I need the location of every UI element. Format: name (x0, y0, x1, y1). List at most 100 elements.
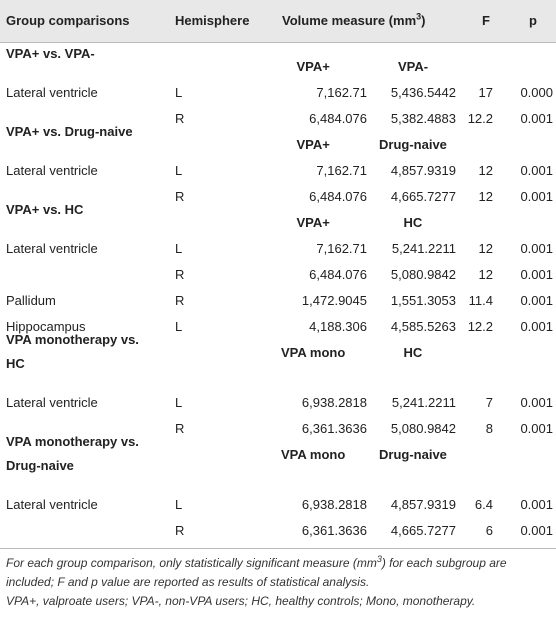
superscript: 3 (376, 554, 382, 564)
f-value: 8 (485, 421, 493, 436)
header-hemisphere: Hemisphere (175, 13, 250, 28)
volume-a: 6,484.076 (309, 111, 367, 126)
hemisphere: L (175, 85, 183, 100)
p-value: 0.001 (520, 497, 553, 512)
column-b-label: VPA- (398, 59, 429, 74)
text: Volume measure (mm (282, 13, 417, 28)
f-value: 12 (478, 163, 493, 178)
column-a-label: VPA+ (296, 59, 330, 74)
volume-b: 5,241.2211 (391, 241, 456, 256)
section-title: VPA monotherapy vs. (6, 332, 139, 347)
abbreviations: VPA+, valproate users; VPA-, non-VPA use… (6, 594, 476, 608)
volume-a: 6,361.3636 (301, 523, 367, 538)
rule (0, 42, 556, 43)
column-b-label: Drug-naive (379, 137, 447, 152)
section-title: HC (6, 356, 25, 371)
p-value: 0.001 (520, 319, 553, 334)
text: ) for each subgroup are included; F and … (6, 556, 507, 589)
region: Lateral ventricle (6, 395, 98, 410)
section-title: VPA+ vs. VPA- (6, 46, 95, 61)
volume-b: 4,665.7277 (390, 189, 456, 204)
volume-b: 4,585.5263 (390, 319, 456, 334)
f-value: 12.2 (467, 111, 493, 126)
superscript: 3 (416, 11, 422, 22)
section-title: VPA monotherapy vs. (6, 434, 139, 449)
header-group: Group comparisons (6, 13, 130, 28)
f-value: 12 (478, 189, 493, 204)
f-value: 6 (485, 523, 493, 538)
hemisphere: L (175, 319, 183, 334)
column-a-label: VPA mono (281, 447, 346, 462)
p-value: 0.001 (520, 395, 553, 410)
volume-b: 4,665.7277 (390, 523, 456, 538)
volume-b: 5,436.5442 (390, 85, 456, 100)
column-b-label: HC (403, 345, 423, 360)
p-value: 0.001 (520, 421, 553, 436)
volume-b: 5,241.2211 (391, 395, 456, 410)
volume-a: 6,938.2818 (301, 395, 367, 410)
rule (0, 548, 556, 549)
text: ) (421, 13, 426, 28)
region: Pallidum (6, 293, 56, 308)
f-value: 12 (478, 267, 493, 282)
section-title: Drug-naive (6, 458, 74, 473)
volume-b: 4,857.9319 (390, 497, 456, 512)
hemisphere: L (175, 163, 183, 178)
f-value: 12.2 (467, 319, 493, 334)
header-volume: Volume measure (mm3) (282, 8, 426, 34)
column-b-label: HC (403, 215, 423, 230)
f-value: 6.4 (474, 497, 493, 512)
column-a-label: VPA+ (296, 215, 330, 230)
volume-b: 5,080.9842 (390, 421, 456, 436)
region: Lateral ventricle (6, 497, 98, 512)
hemisphere: R (175, 523, 185, 538)
p-value: 0.001 (520, 523, 553, 538)
hemisphere: R (175, 111, 185, 126)
volume-a: 1,472.9045 (301, 293, 367, 308)
section-title: VPA+ vs. HC (6, 202, 84, 217)
p-value: 0.000 (520, 85, 553, 100)
volume-b: 1,551.3053 (390, 293, 456, 308)
p-value: 0.001 (520, 293, 553, 308)
f-value: 7 (485, 395, 493, 410)
section-title: VPA+ vs. Drug-naive (6, 124, 133, 139)
volume-a: 7,162.71 (316, 241, 367, 256)
volume-b: 5,382.4883 (390, 111, 456, 126)
hemisphere: L (175, 497, 183, 512)
header-band (0, 0, 556, 42)
volume-a: 6,484.076 (309, 189, 367, 204)
hemisphere: R (175, 421, 185, 436)
volume-a: 7,162.71 (316, 163, 367, 178)
hemisphere: R (175, 189, 185, 204)
column-b-label: Drug-naive (379, 447, 447, 462)
volume-a: 6,484.076 (309, 267, 367, 282)
header-f: F (482, 13, 490, 28)
f-value: 12 (478, 241, 493, 256)
volume-a: 6,938.2818 (301, 497, 367, 512)
p-value: 0.001 (520, 111, 553, 126)
hemisphere: L (175, 395, 183, 410)
hemisphere: R (175, 267, 185, 282)
f-value: 11.4 (468, 293, 493, 308)
header-p: p (529, 13, 537, 28)
volume-a: 4,188.306 (309, 319, 367, 334)
volume-a: 7,162.71 (316, 85, 367, 100)
f-value: 17 (478, 85, 493, 100)
volume-b: 5,080.9842 (390, 267, 456, 282)
hemisphere: L (175, 241, 183, 256)
region: Lateral ventricle (6, 241, 98, 256)
p-value: 0.001 (520, 267, 553, 282)
text: For each group comparison, only statisti… (6, 556, 377, 570)
region: Lateral ventricle (6, 163, 98, 178)
region: Hippocampus (6, 319, 86, 334)
volume-a: 6,361.3636 (301, 421, 367, 436)
p-value: 0.001 (520, 163, 553, 178)
column-a-label: VPA+ (296, 137, 330, 152)
volume-b: 4,857.9319 (390, 163, 456, 178)
note: For each group comparison, only statisti… (6, 554, 554, 592)
footnote: For each group comparison, only statisti… (6, 554, 554, 611)
region: Lateral ventricle (6, 85, 98, 100)
column-a-label: VPA mono (281, 345, 346, 360)
p-value: 0.001 (520, 241, 553, 256)
